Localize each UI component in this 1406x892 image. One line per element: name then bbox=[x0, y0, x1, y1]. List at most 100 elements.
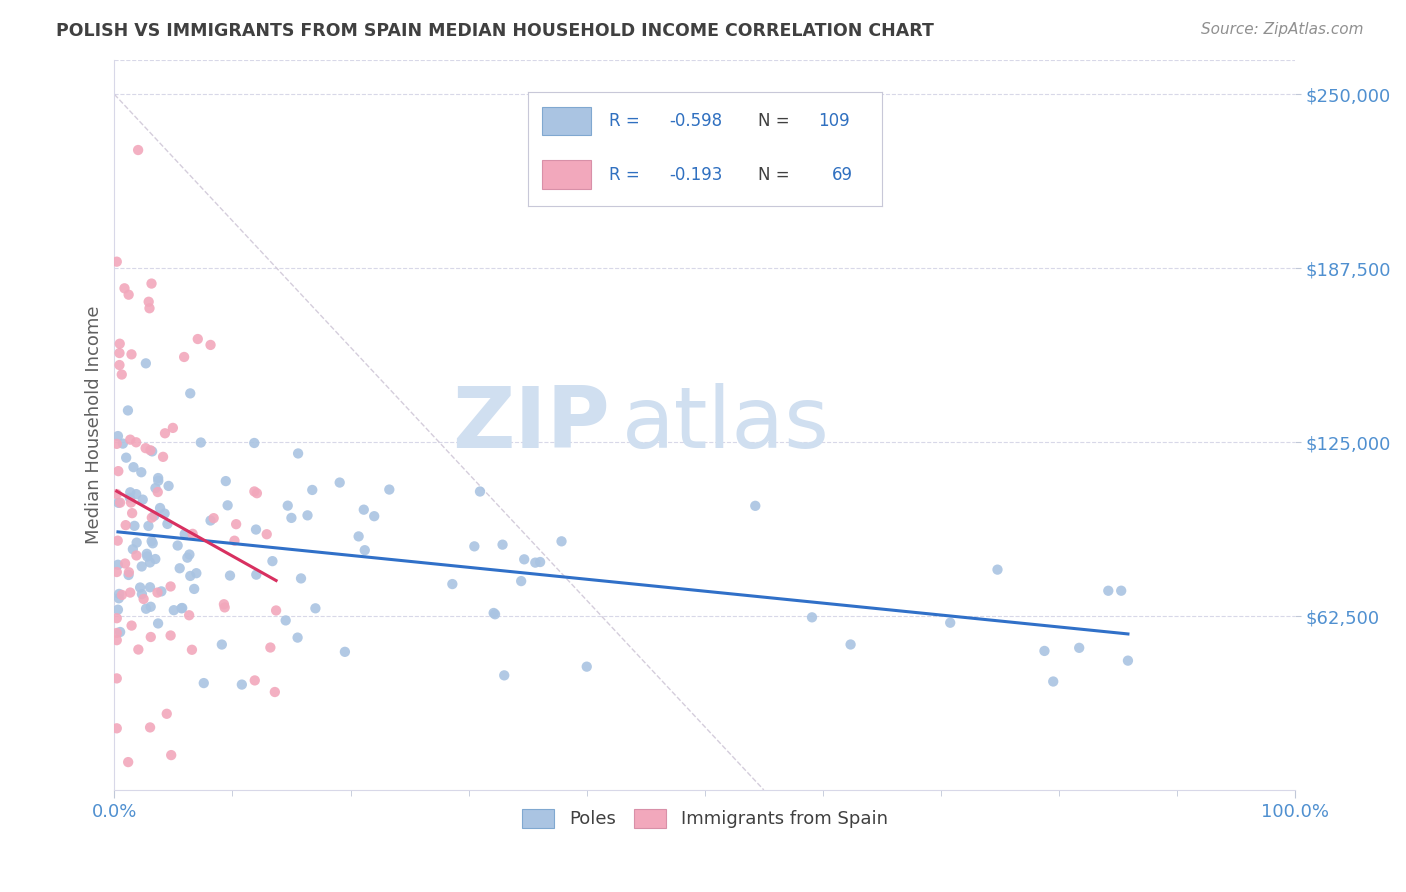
Point bbox=[245, 567, 267, 582]
Point bbox=[135, 441, 157, 455]
Point bbox=[115, 450, 138, 465]
Point bbox=[363, 509, 385, 524]
Point bbox=[121, 618, 143, 632]
Point bbox=[1042, 674, 1064, 689]
Point bbox=[146, 485, 169, 500]
Point bbox=[172, 601, 194, 615]
Point bbox=[120, 433, 142, 447]
Point bbox=[141, 444, 163, 458]
Text: POLISH VS IMMIGRANTS FROM SPAIN MEDIAN HOUSEHOLD INCOME CORRELATION CHART: POLISH VS IMMIGRANTS FROM SPAIN MEDIAN H… bbox=[56, 22, 934, 40]
Point bbox=[125, 535, 148, 549]
Point bbox=[224, 533, 246, 548]
Point bbox=[131, 559, 153, 574]
Point bbox=[243, 673, 266, 688]
Point bbox=[146, 471, 169, 485]
Point bbox=[219, 568, 242, 582]
Point bbox=[329, 475, 352, 490]
Point bbox=[1109, 583, 1132, 598]
Point bbox=[120, 495, 142, 509]
Point bbox=[105, 565, 128, 579]
Point bbox=[108, 336, 131, 351]
Point bbox=[114, 518, 136, 533]
Point bbox=[117, 403, 139, 417]
Point bbox=[111, 588, 134, 602]
Point bbox=[575, 659, 598, 673]
Point bbox=[107, 429, 129, 443]
Point bbox=[491, 538, 513, 552]
Point bbox=[125, 487, 148, 501]
Point bbox=[187, 332, 209, 346]
Legend: Poles, Immigrants from Spain: Poles, Immigrants from Spain bbox=[515, 802, 894, 836]
Point bbox=[468, 484, 491, 499]
Point bbox=[111, 368, 134, 382]
Point bbox=[125, 435, 148, 450]
Point bbox=[117, 755, 139, 769]
Point bbox=[163, 603, 186, 617]
Point bbox=[141, 277, 163, 291]
Point bbox=[243, 436, 266, 450]
Point bbox=[179, 569, 201, 583]
Point bbox=[297, 508, 319, 523]
Point bbox=[105, 437, 128, 451]
Point bbox=[217, 499, 239, 513]
Point bbox=[105, 672, 128, 686]
Text: atlas: atlas bbox=[621, 384, 830, 467]
Point bbox=[105, 721, 128, 735]
Point bbox=[353, 543, 375, 558]
Point bbox=[986, 563, 1008, 577]
Point bbox=[156, 706, 179, 721]
Point bbox=[156, 516, 179, 531]
Point bbox=[159, 628, 181, 642]
Point bbox=[108, 496, 131, 510]
Point bbox=[378, 483, 401, 497]
Point bbox=[105, 611, 128, 625]
Point bbox=[277, 499, 299, 513]
Point bbox=[117, 568, 139, 582]
Point bbox=[107, 533, 129, 548]
Point bbox=[215, 474, 238, 488]
Point bbox=[145, 481, 167, 495]
Point bbox=[146, 616, 169, 631]
Point bbox=[173, 527, 195, 541]
Point bbox=[108, 625, 131, 640]
Point bbox=[510, 574, 533, 588]
Point bbox=[122, 460, 145, 475]
Point bbox=[181, 642, 204, 657]
Point bbox=[135, 547, 157, 561]
Point bbox=[138, 519, 160, 533]
Point bbox=[744, 499, 766, 513]
Point bbox=[152, 450, 174, 464]
Point bbox=[143, 508, 166, 523]
Point bbox=[200, 338, 222, 352]
Point bbox=[107, 558, 129, 572]
Point bbox=[139, 599, 162, 614]
Point bbox=[157, 479, 180, 493]
Point bbox=[482, 606, 505, 620]
Point bbox=[129, 465, 152, 479]
Point bbox=[121, 347, 143, 361]
Point bbox=[214, 600, 236, 615]
Point bbox=[529, 555, 551, 569]
Point bbox=[550, 534, 572, 549]
Point bbox=[347, 529, 370, 543]
Point bbox=[150, 584, 173, 599]
Point bbox=[124, 519, 146, 533]
Point bbox=[139, 443, 162, 458]
Point bbox=[105, 626, 128, 640]
Point bbox=[139, 630, 162, 644]
Point bbox=[513, 552, 536, 566]
Point bbox=[463, 540, 485, 554]
Point bbox=[1069, 640, 1091, 655]
Point bbox=[290, 571, 312, 585]
Point bbox=[801, 610, 824, 624]
Point bbox=[111, 436, 134, 450]
Point bbox=[136, 549, 159, 564]
Point bbox=[131, 587, 153, 601]
Point bbox=[179, 608, 201, 623]
Point bbox=[1116, 654, 1139, 668]
Point bbox=[135, 601, 157, 615]
Point bbox=[121, 542, 143, 557]
Point bbox=[202, 511, 225, 525]
Point bbox=[125, 549, 148, 563]
Point bbox=[141, 510, 163, 524]
